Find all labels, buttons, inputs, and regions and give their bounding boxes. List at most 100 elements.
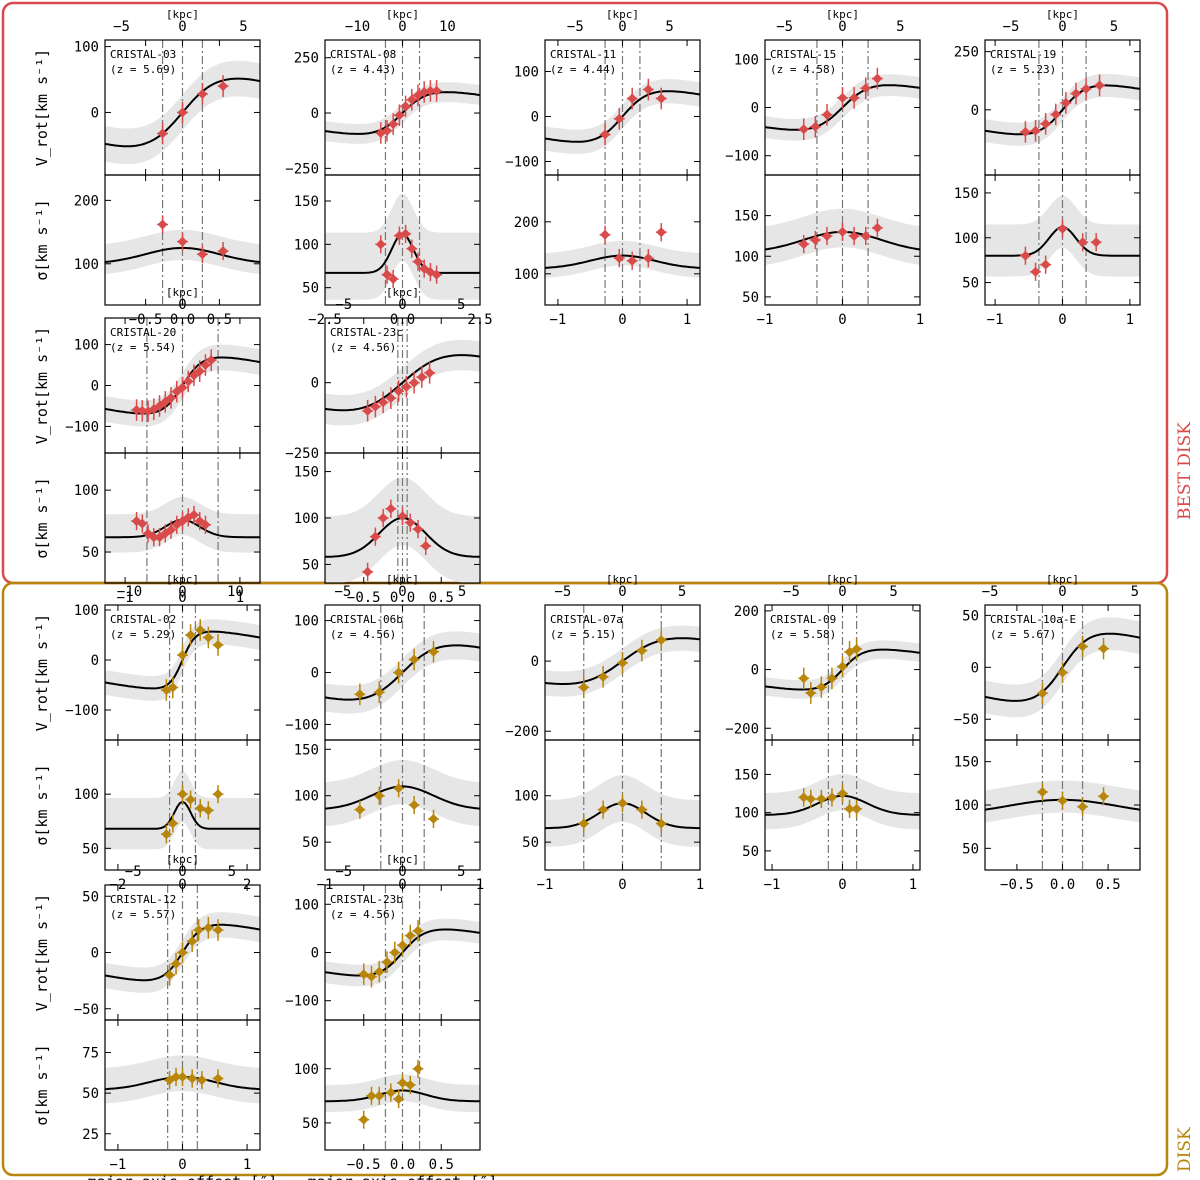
- sigma-tick-label: 100: [74, 787, 99, 803]
- panel-cristal-23c: −0.5 0.0 0.5−5 0 5[kpc]−250050100150CRISTAL-…: [285, 286, 481, 606]
- x-tick-label: 1: [243, 1157, 251, 1173]
- kpc-tick-label: 5: [228, 864, 236, 880]
- sigma-tick-label: 50: [82, 841, 99, 857]
- x-tick-label: −1: [117, 590, 134, 606]
- vrot-tick-label: 0: [91, 105, 99, 121]
- vrot-point: [370, 401, 381, 412]
- sigma-tick-label: 200: [514, 215, 539, 231]
- plot-area: [105, 318, 260, 583]
- kpc-tick-label: −5: [567, 19, 584, 35]
- sigma-point: [405, 1080, 416, 1090]
- vrot-point: [416, 372, 427, 383]
- x-tick-label: 1: [909, 877, 917, 893]
- sigma-tick-label: 100: [74, 257, 99, 273]
- vrot-point: [194, 366, 205, 377]
- sigma-point: [614, 253, 625, 264]
- plot-area: [545, 605, 700, 870]
- vrot-tick-label: 250: [954, 45, 979, 61]
- redshift-label: (z = 5.15): [550, 628, 616, 641]
- vrot-tick-label: 0: [531, 654, 539, 670]
- kpc-tick-label: 5: [896, 19, 904, 35]
- sigma-point: [420, 540, 431, 551]
- kpc-tick-label: 5: [457, 864, 465, 880]
- vrot-point: [400, 101, 411, 112]
- kpc-tick-label: −10: [117, 584, 142, 600]
- panel-cristal-11: −1 0 1 −5 0 5 [kpc] −100 0 100 100 200 CRISTAL-11 (z …: [505, 8, 701, 328]
- sigma-point: [413, 1063, 423, 1074]
- kpc-tick-label: 5: [665, 19, 673, 35]
- sigma-point: [366, 1090, 377, 1101]
- vrot-point: [1098, 643, 1109, 654]
- x-tick-label: 0.5: [207, 312, 232, 328]
- vrot-point: [872, 73, 883, 84]
- sigma-point: [188, 509, 199, 520]
- vrot-axis-label: V_rot[km s⁻¹]: [33, 49, 51, 166]
- galaxy-name: CRISTAL-23b: [330, 893, 403, 906]
- plot-area: [325, 318, 480, 583]
- galaxy-name: CRISTAL-23c: [330, 326, 403, 339]
- sigma-tick-label: 50: [962, 841, 979, 857]
- vrot-point: [849, 92, 860, 103]
- kpc-unit-label: [kpc]: [166, 573, 199, 586]
- kpc-tick-label: −5: [334, 584, 351, 600]
- redshift-label: (z = 4.43): [330, 63, 396, 76]
- vrot-point: [378, 397, 389, 408]
- galaxy-name: CRISTAL-12: [110, 893, 176, 906]
- panel-cristal-23b: −0.5 0.0 0.5 −5 0 5 [kpc] −100 0 100 50 100 CRISTAL-…: [285, 853, 497, 1180]
- sigma-point: [374, 790, 385, 801]
- sigma-point: [578, 818, 589, 829]
- x-tick-label: 0.5: [429, 1157, 454, 1173]
- vrot-tick-label: 0: [751, 663, 759, 679]
- sigma-point: [1030, 266, 1041, 277]
- vrot-point: [636, 645, 647, 656]
- redshift-label: (z = 4.56): [330, 341, 396, 354]
- vrot-point: [805, 688, 816, 699]
- sigma-axis-label: σ[km s⁻¹]: [33, 764, 51, 845]
- kpc-tick-label: 5: [457, 297, 465, 313]
- sigma-axis-label: σ[km s⁻¹]: [33, 199, 51, 280]
- vrot-axis-label: V_rot[km s⁻¹]: [33, 614, 51, 731]
- vrot-tick-label: 0: [971, 660, 979, 676]
- sigma-point: [1057, 795, 1068, 806]
- x-tick-label: −1: [537, 877, 554, 893]
- vrot-point: [1057, 667, 1068, 678]
- vrot-tick-label: −100: [725, 149, 759, 165]
- vrot-point: [389, 947, 400, 958]
- vrot-axis-label: V_rot[km s⁻¹]: [33, 327, 51, 444]
- kpc-tick-label: −5: [335, 297, 352, 313]
- vrot-point: [837, 92, 848, 103]
- vrot-point: [617, 657, 628, 668]
- disk-label: DISK: [1175, 1127, 1195, 1172]
- sigma-tick-label: 150: [294, 194, 319, 210]
- kpc-unit-label: [kpc]: [166, 8, 199, 21]
- sigma-point: [406, 243, 417, 254]
- vrot-point: [860, 83, 871, 94]
- sigma-point: [600, 229, 611, 240]
- sigma-point: [161, 829, 172, 840]
- kpc-unit-label: [kpc]: [166, 853, 199, 866]
- sigma-point: [636, 804, 647, 815]
- vrot-point: [428, 646, 439, 657]
- sigma-point: [617, 798, 628, 809]
- sigma-point: [157, 219, 168, 230]
- vrot-point: [203, 922, 214, 933]
- best-disk-label: BEST DISK: [1175, 422, 1195, 520]
- vrot-model-curve: [545, 90, 700, 143]
- sigma-point: [362, 566, 373, 577]
- kpc-tick-label: 0: [838, 19, 846, 35]
- x-tick-label: −1: [987, 312, 1004, 328]
- x-tick-label: 0.0: [390, 1157, 415, 1173]
- vrot-point: [826, 673, 837, 684]
- plot-area: [105, 40, 260, 305]
- redshift-label: (z = 4.58): [770, 63, 836, 76]
- vrot-tick-label: 50: [962, 608, 979, 624]
- sigma-point: [370, 531, 381, 542]
- sigma-tick-label: 100: [734, 806, 759, 822]
- sigma-model-curve: [545, 254, 700, 269]
- sigma-point: [385, 1087, 396, 1098]
- redshift-label: (z = 5.57): [110, 908, 176, 921]
- sigma-point: [148, 532, 159, 543]
- vrot-point: [406, 94, 417, 105]
- x-tick-label: 0.0: [1050, 877, 1075, 893]
